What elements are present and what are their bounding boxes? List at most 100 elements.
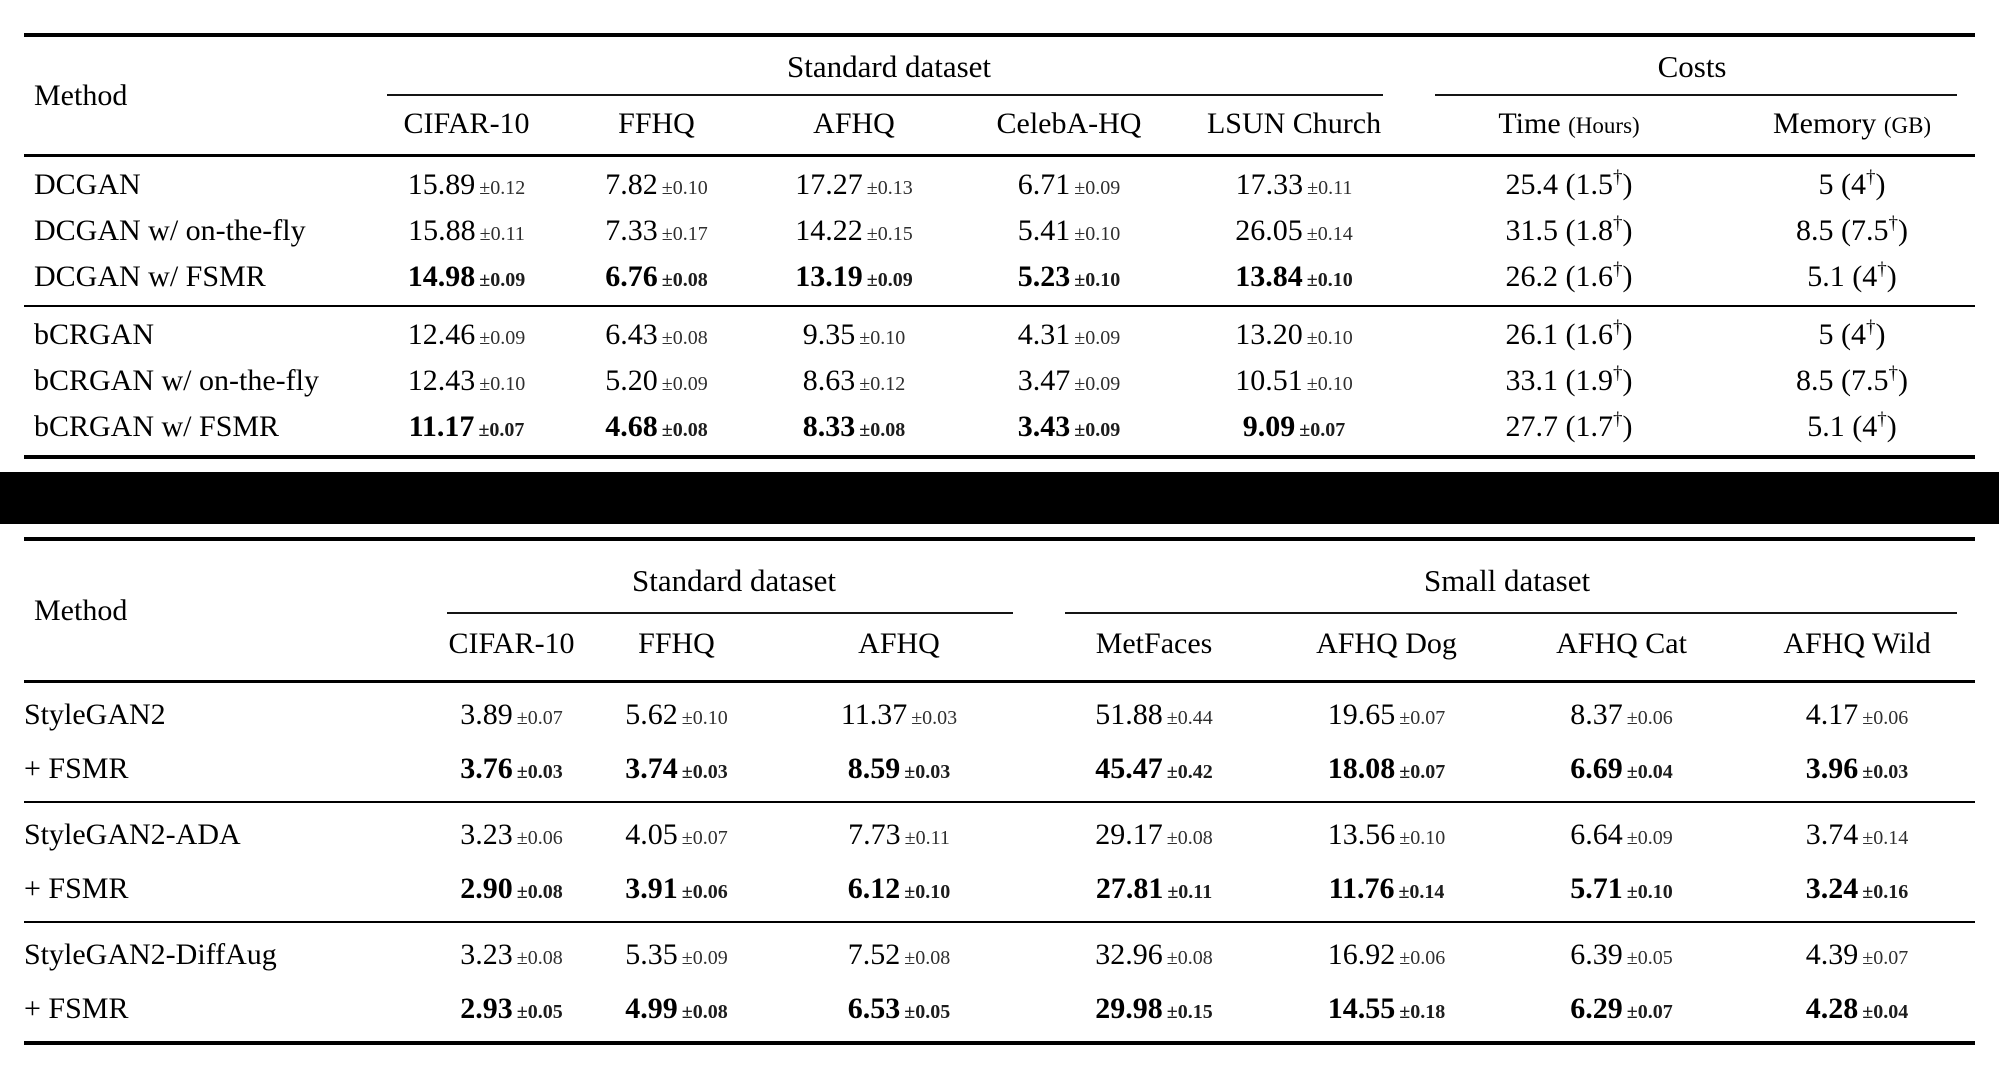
fid-mean: 8.63 <box>802 364 856 397</box>
time-value: 27.7 (1.7 <box>1505 410 1614 443</box>
memory-value: 5 (4 <box>1818 168 1867 201</box>
t2-col-afhq-dog: AFHQ Dog <box>1269 614 1505 683</box>
fid-cell: 5.71 ±0.10 <box>1504 862 1739 922</box>
fid-std: ±0.05 <box>1626 947 1673 969</box>
fid-cell: 6.43 ±0.08 <box>564 305 749 358</box>
method-cell: bCRGAN w/ on-the-fly <box>34 364 319 397</box>
fid-cell: 2.93 ±0.05 <box>429 982 594 1043</box>
fid-mean: 29.17 <box>1095 818 1163 851</box>
fid-std: ±0.07 <box>516 707 563 729</box>
fid-std: ±0.06 <box>681 881 728 903</box>
memory-cell: 5 (4†) <box>1729 305 1976 358</box>
fid-cell: 29.98 ±0.15 <box>1039 982 1269 1043</box>
t1-col-memory-unit: (GB) <box>1883 113 1932 138</box>
table-row: bCRGAN w/ FSMR 11.17 ±0.07 4.68 ±0.08 8.33… <box>24 404 1975 457</box>
t1-col-time-label: Time <box>1498 107 1561 140</box>
close-paren: ) <box>1886 260 1897 293</box>
section-divider-bar <box>0 472 1999 524</box>
t1-group-costs: Costs <box>1409 35 1975 96</box>
fid-mean: 5.35 <box>625 938 678 971</box>
fid-cell: 3.24 ±0.16 <box>1739 862 1975 922</box>
fid-mean: 14.22 <box>795 214 863 247</box>
fid-std: ±0.10 <box>1399 827 1446 849</box>
fid-std: ±0.09 <box>681 947 728 969</box>
t2-col-afhq-wild: AFHQ Wild <box>1739 614 1976 683</box>
fid-cell: 3.89 ±0.07 <box>429 680 594 742</box>
fid-mean: 3.24 <box>1805 872 1859 905</box>
fid-std: ±0.10 <box>479 373 526 395</box>
dagger-mark: † <box>1613 167 1623 188</box>
dagger-mark: † <box>1888 363 1899 384</box>
t1-col-afhq: AFHQ <box>749 96 959 157</box>
close-paren: ) <box>1886 410 1897 443</box>
fid-mean: 4.39 <box>1805 938 1859 971</box>
fid-std: ±0.03 <box>516 761 563 783</box>
time-cell: 31.5 (1.8†) <box>1409 208 1729 254</box>
fid-std: ±0.13 <box>866 177 913 199</box>
memory-value: 5.1 (4 <box>1807 260 1878 293</box>
fid-mean: 6.53 <box>847 992 901 1025</box>
t1-col-ffhq: FFHQ <box>564 96 749 157</box>
table-row: DCGAN w/ on-the-fly 15.88 ±0.11 7.33 ±0.17… <box>24 208 1975 254</box>
dagger-mark: † <box>1613 259 1623 280</box>
fid-std: ±0.04 <box>1626 761 1673 783</box>
t2-col-metfaces: MetFaces <box>1039 614 1270 683</box>
fid-std: ±0.09 <box>479 269 526 291</box>
table-row: StyleGAN2 3.89 ±0.07 5.62 ±0.10 11.37 ±0.03… <box>24 680 1976 742</box>
memory-cell: 5.1 (4†) <box>1729 404 1975 457</box>
fid-std: ±0.10 <box>681 707 728 729</box>
t1-header-groups: Method Standard dataset Costs <box>24 35 1975 157</box>
fid-std: ±0.07 <box>1626 1001 1673 1023</box>
fid-cell: 29.17 ±0.08 <box>1039 801 1270 862</box>
t1-group-standard-label: Standard dataset <box>787 49 992 84</box>
fid-mean: 7.73 <box>848 818 901 851</box>
method-cell: StyleGAN2-ADA <box>24 801 429 862</box>
fid-std: ±0.08 <box>904 947 951 969</box>
table-row: + FSMR 3.76 ±0.03 3.74 ±0.03 8.59 ±0.03 45.… <box>24 742 1975 802</box>
fid-mean: 7.33 <box>605 214 658 247</box>
fid-std: ±0.42 <box>1166 761 1213 783</box>
fid-mean: 51.88 <box>1095 698 1163 731</box>
method-cell: StyleGAN2-DiffAug <box>24 921 429 982</box>
t1-group-costs-rule <box>1435 94 1958 96</box>
fid-mean: 4.17 <box>1805 698 1859 731</box>
fid-std: ±0.06 <box>1862 707 1909 729</box>
fid-mean: 18.08 <box>1327 752 1396 785</box>
fid-mean: 5.23 <box>1017 260 1071 293</box>
fid-cell: 14.22 ±0.15 <box>749 208 959 254</box>
t2-group-standard-rule <box>447 612 1014 614</box>
method-cell: + FSMR <box>24 752 129 785</box>
fid-cell: 13.19 ±0.09 <box>749 254 959 306</box>
fid-mean: 15.89 <box>407 168 476 201</box>
fid-std: ±0.12 <box>859 373 906 395</box>
fid-std: ±0.14 <box>1862 827 1909 849</box>
fid-std: ±0.06 <box>1626 707 1673 729</box>
fid-std: ±0.03 <box>1862 761 1909 783</box>
fid-cell: 27.81 ±0.11 <box>1039 862 1269 922</box>
fid-mean: 3.23 <box>460 818 513 851</box>
fid-mean: 3.76 <box>460 752 513 785</box>
fid-std: ±0.07 <box>478 419 525 441</box>
close-paren: ) <box>1898 214 1909 247</box>
time-value: 25.4 (1.5 <box>1505 168 1614 201</box>
fid-cell: 3.23 ±0.06 <box>429 801 594 862</box>
close-paren: ) <box>1622 260 1633 293</box>
fid-mean: 4.28 <box>1805 992 1859 1025</box>
fid-cell: 9.35 ±0.10 <box>749 305 959 358</box>
fid-cell: 17.33 ±0.11 <box>1179 154 1410 208</box>
table-row: bCRGAN 12.46 ±0.09 6.43 ±0.08 9.35 ±0.10 4.… <box>24 305 1976 358</box>
t1-col-memory: Memory (GB) <box>1729 96 1976 157</box>
time-value: 26.2 (1.6 <box>1505 260 1614 293</box>
t2-col-afhq: AFHQ <box>759 614 1040 683</box>
results-table-gan: Method Standard dataset Costs CIFAR-10 F… <box>24 33 1976 459</box>
t2-header-columns: CIFAR-10 FFHQ AFHQ MetFaces AFHQ Dog AFH… <box>24 614 1976 683</box>
fid-std: ±0.14 <box>1306 223 1353 245</box>
fid-std: ±0.05 <box>516 1001 563 1023</box>
dagger-mark: † <box>1613 213 1623 234</box>
time-cell: 26.2 (1.6†) <box>1409 254 1729 306</box>
fid-cell: 19.65 ±0.07 <box>1269 680 1505 742</box>
fid-mean: 6.39 <box>1570 938 1623 971</box>
t2-group-small-rule <box>1065 612 1958 614</box>
fid-cell: 3.96 ±0.03 <box>1739 742 1975 802</box>
fid-cell: 10.51 ±0.10 <box>1179 358 1409 404</box>
